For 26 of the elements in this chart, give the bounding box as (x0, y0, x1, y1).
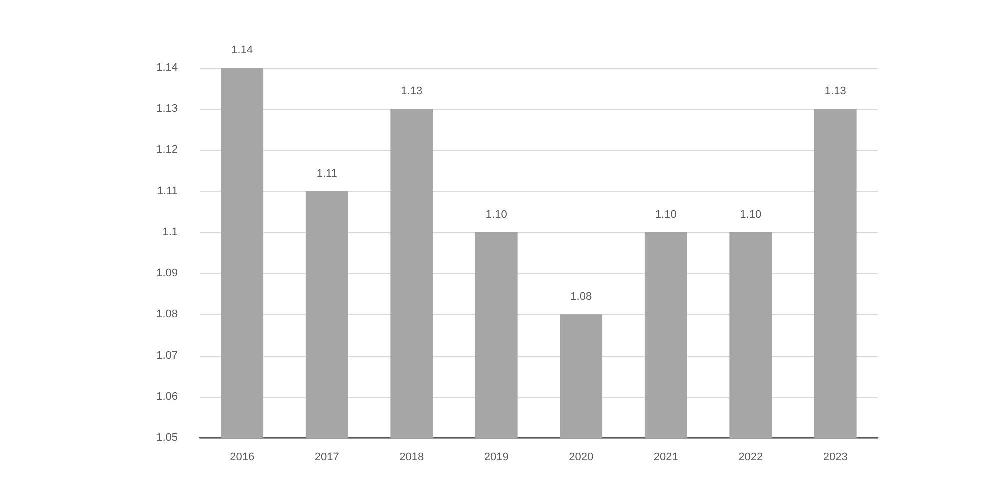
y-tick-label: 1.13 (156, 103, 178, 116)
data-label: 1.10 (486, 208, 508, 221)
x-tick-label: 2020 (569, 452, 594, 464)
y-tick-label: 1.11 (157, 185, 178, 198)
x-tick-label: 2021 (654, 452, 678, 464)
data-label: 1.14 (232, 44, 254, 56)
data-label: 1.10 (740, 208, 762, 221)
y-tick-label: 1.08 (156, 308, 178, 321)
y-tick-label: 1.05 (156, 432, 178, 444)
y-tick-label: 1.1 (162, 226, 178, 238)
y-tick-label: 1.07 (156, 350, 178, 362)
x-tick-label: 2017 (314, 452, 340, 464)
data-label: 1.11 (316, 168, 338, 180)
y-tick-label: 1.14 (156, 62, 178, 74)
x-tick-label: 2018 (400, 452, 424, 464)
data-label: 1.13 (401, 86, 423, 98)
data-label: 1.08 (570, 291, 592, 304)
x-tick-label: 2019 (484, 452, 509, 464)
x-tick-label: 2023 (823, 452, 848, 464)
data-label: 1.13 (824, 86, 846, 98)
y-tick-label: 1.06 (156, 390, 178, 403)
x-tick-label: 2016 (230, 452, 255, 464)
y-tick-label: 1.09 (156, 268, 178, 280)
y-tick-label: 1.12 (156, 144, 178, 156)
x-tick-label: 2022 (738, 452, 764, 464)
data-label: 1.10 (655, 208, 677, 221)
